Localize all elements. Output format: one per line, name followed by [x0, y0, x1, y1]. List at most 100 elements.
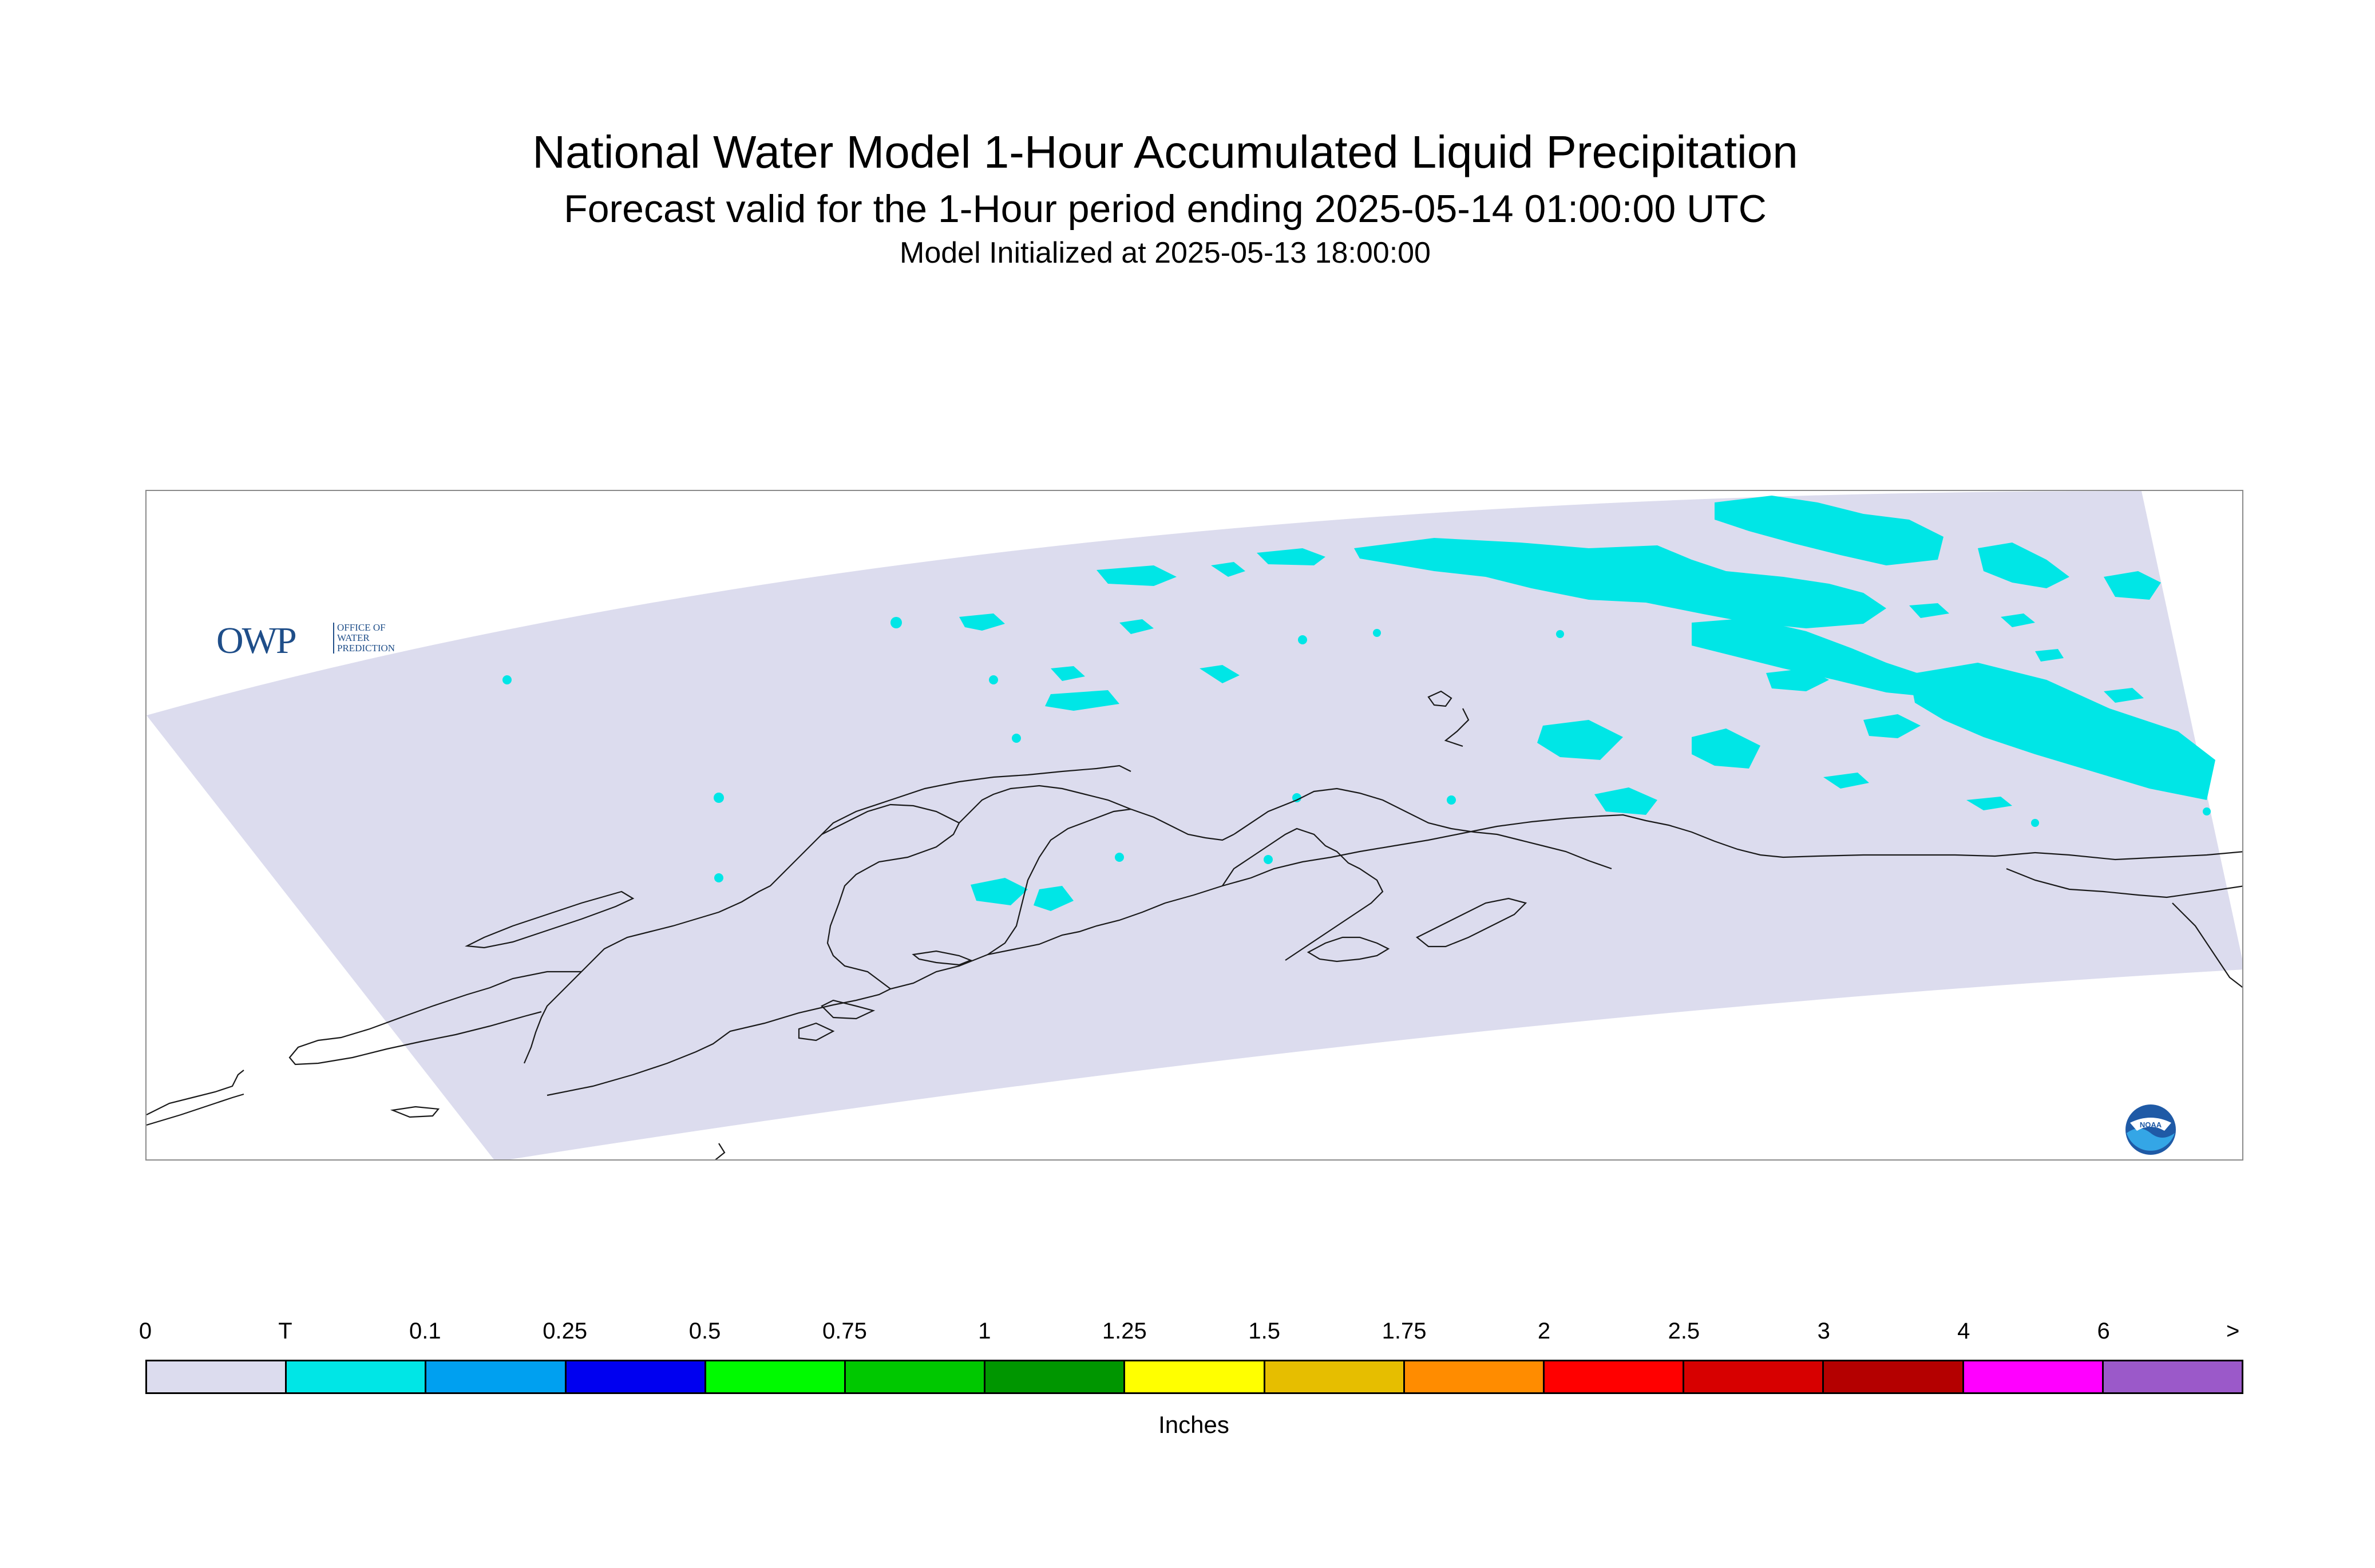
legend-swatch — [1964, 1361, 2104, 1392]
precip-patch-c6 — [1097, 565, 1177, 586]
precip-dot-13 — [1556, 630, 1564, 638]
precip-patch-w6 — [1200, 665, 1240, 683]
legend-swatch — [1125, 1361, 1265, 1392]
precip-dot-5 — [989, 675, 998, 684]
precip-patch-mid-e — [1692, 728, 1760, 769]
legend-tick: T — [278, 1318, 292, 1344]
legend-units: Inches — [1158, 1411, 1229, 1438]
legend-tick: > — [2226, 1318, 2240, 1344]
init-time: Model Initialized at 2025-05-13 18:00:00 — [900, 236, 1431, 270]
owp-logo-line-3: PREDICTION — [337, 643, 395, 654]
precip-dot-2 — [714, 793, 724, 803]
legend-tick: 0.5 — [688, 1318, 721, 1344]
precip-dot-11 — [1373, 629, 1381, 637]
legend-tick: 6 — [2097, 1318, 2110, 1344]
coastline-bay-west — [288, 971, 581, 1066]
precip-patch-w5 — [1051, 666, 1085, 681]
noaa-logo-text: NOAA — [2140, 1120, 2162, 1129]
precip-patch-w1 — [1045, 690, 1119, 711]
coastline-island-lake — [912, 950, 972, 966]
legend-tick: 3 — [1817, 1318, 1830, 1344]
precip-patch-e-small1 — [1823, 773, 1869, 789]
precip-patch-e-small6 — [2035, 649, 2064, 662]
legend: 0 T 0.1 0.25 0.5 0.75 1 1.25 1.5 1.75 2 … — [139, 1314, 2243, 1394]
precip-patch-c4 — [1863, 714, 1921, 738]
precip-patch-e-small3 — [2104, 688, 2144, 703]
precip-patch-ne-large — [1354, 538, 1886, 628]
precip-dot-1 — [502, 675, 512, 684]
model-domain — [147, 491, 2242, 1159]
noaa-logo: NOAA — [2124, 1103, 2177, 1156]
coastline-lake-n — [1427, 690, 1452, 707]
precip-patch-e-right — [1978, 543, 2069, 588]
coastline-bottom-tip — [715, 1143, 726, 1159]
precip-dot-8 — [1264, 855, 1273, 864]
precip-patch-c1 — [1537, 720, 1623, 760]
coastline-kenai — [1233, 787, 1612, 870]
precip-dot-15 — [2140, 778, 2148, 786]
legend-swatch — [846, 1361, 986, 1392]
legend-tick: 0 — [138, 1318, 152, 1344]
legend-swatch — [2103, 1361, 2242, 1392]
precip-dot-9 — [1292, 793, 1301, 802]
precip-patch-w2 — [971, 878, 1028, 905]
legend-swatch — [706, 1361, 846, 1392]
coastline-islands-south-2 — [1415, 897, 1527, 948]
precip-patch-c2 — [1594, 787, 1657, 815]
legend-tick: 0.1 — [409, 1318, 441, 1344]
precip-patch-c5 — [1257, 548, 1325, 565]
legend-swatch — [985, 1361, 1126, 1392]
precip-patch-far-e — [2104, 571, 2161, 600]
legend-tick: 2 — [1537, 1318, 1551, 1344]
precip-patch-e-band — [1692, 618, 1949, 697]
precip-patch-w7 — [1211, 562, 1245, 577]
legend-swatch — [566, 1361, 706, 1392]
precip-dot-16 — [2203, 807, 2211, 815]
precip-dot-3 — [714, 873, 723, 882]
precip-patch-w4 — [959, 613, 1005, 631]
legend-colorbar — [145, 1360, 2243, 1394]
owp-logo-mark: OWP — [216, 619, 297, 663]
precip-patch-w8 — [1119, 619, 1154, 634]
map-title: National Water Model 1-Hour Accumulated … — [532, 126, 1798, 177]
legend-swatch — [1265, 1361, 1405, 1392]
legend-tick: 1.5 — [1248, 1318, 1280, 1344]
precip-dot-6 — [1012, 734, 1021, 743]
coastline-fjords — [1222, 827, 1384, 961]
legend-tick: 0.75 — [822, 1318, 867, 1344]
legend-tick: 1.25 — [1102, 1318, 1147, 1344]
coastline-sw-bottom — [147, 1070, 244, 1115]
legend-swatch — [1404, 1361, 1545, 1392]
legend-swatch — [147, 1361, 287, 1392]
precip-dot-4 — [890, 617, 902, 628]
legend-swatch — [1545, 1361, 1685, 1392]
legend-swatch — [287, 1361, 427, 1392]
legend-swatch — [1824, 1361, 1964, 1392]
legend-tick: 2.5 — [1668, 1318, 1700, 1344]
precip-patch-w3 — [1034, 886, 1074, 911]
coastline-upper-peninsula — [523, 803, 960, 1064]
coastline-west-shore — [987, 808, 1131, 955]
precip-dot-7 — [1115, 853, 1124, 862]
owp-logo-line-1: OFFICE OF — [337, 622, 386, 633]
precip-dot-14 — [2031, 819, 2039, 827]
precip-patch-e-small5 — [2001, 613, 2035, 627]
owp-logo-line-2: WATER — [337, 632, 370, 643]
coastlines — [147, 690, 2242, 1159]
legend-swatch — [426, 1361, 567, 1392]
legend-swatch — [1684, 1361, 1824, 1392]
precip-patch-c3 — [1766, 668, 1829, 691]
legend-tick: 4 — [1957, 1318, 1970, 1344]
coastline-alaska-peninsula — [798, 999, 876, 1042]
precip-patch-e-tail — [1909, 663, 2215, 800]
map-subtitle: Forecast valid for the 1-Hour period end… — [564, 187, 1767, 231]
border-canada — [2006, 868, 2242, 898]
owp-logo-letters: OWP — [216, 620, 297, 662]
precip-dot-12 — [1447, 795, 1456, 805]
coastline-sw-island — [390, 1106, 440, 1118]
legend-tick: 0.25 — [543, 1318, 588, 1344]
legend-tick: 1.75 — [1382, 1318, 1427, 1344]
precip-areas — [502, 496, 2215, 911]
precip-patch-ne-top — [1715, 496, 1943, 565]
precip-patch-e-small2 — [1966, 797, 2012, 810]
